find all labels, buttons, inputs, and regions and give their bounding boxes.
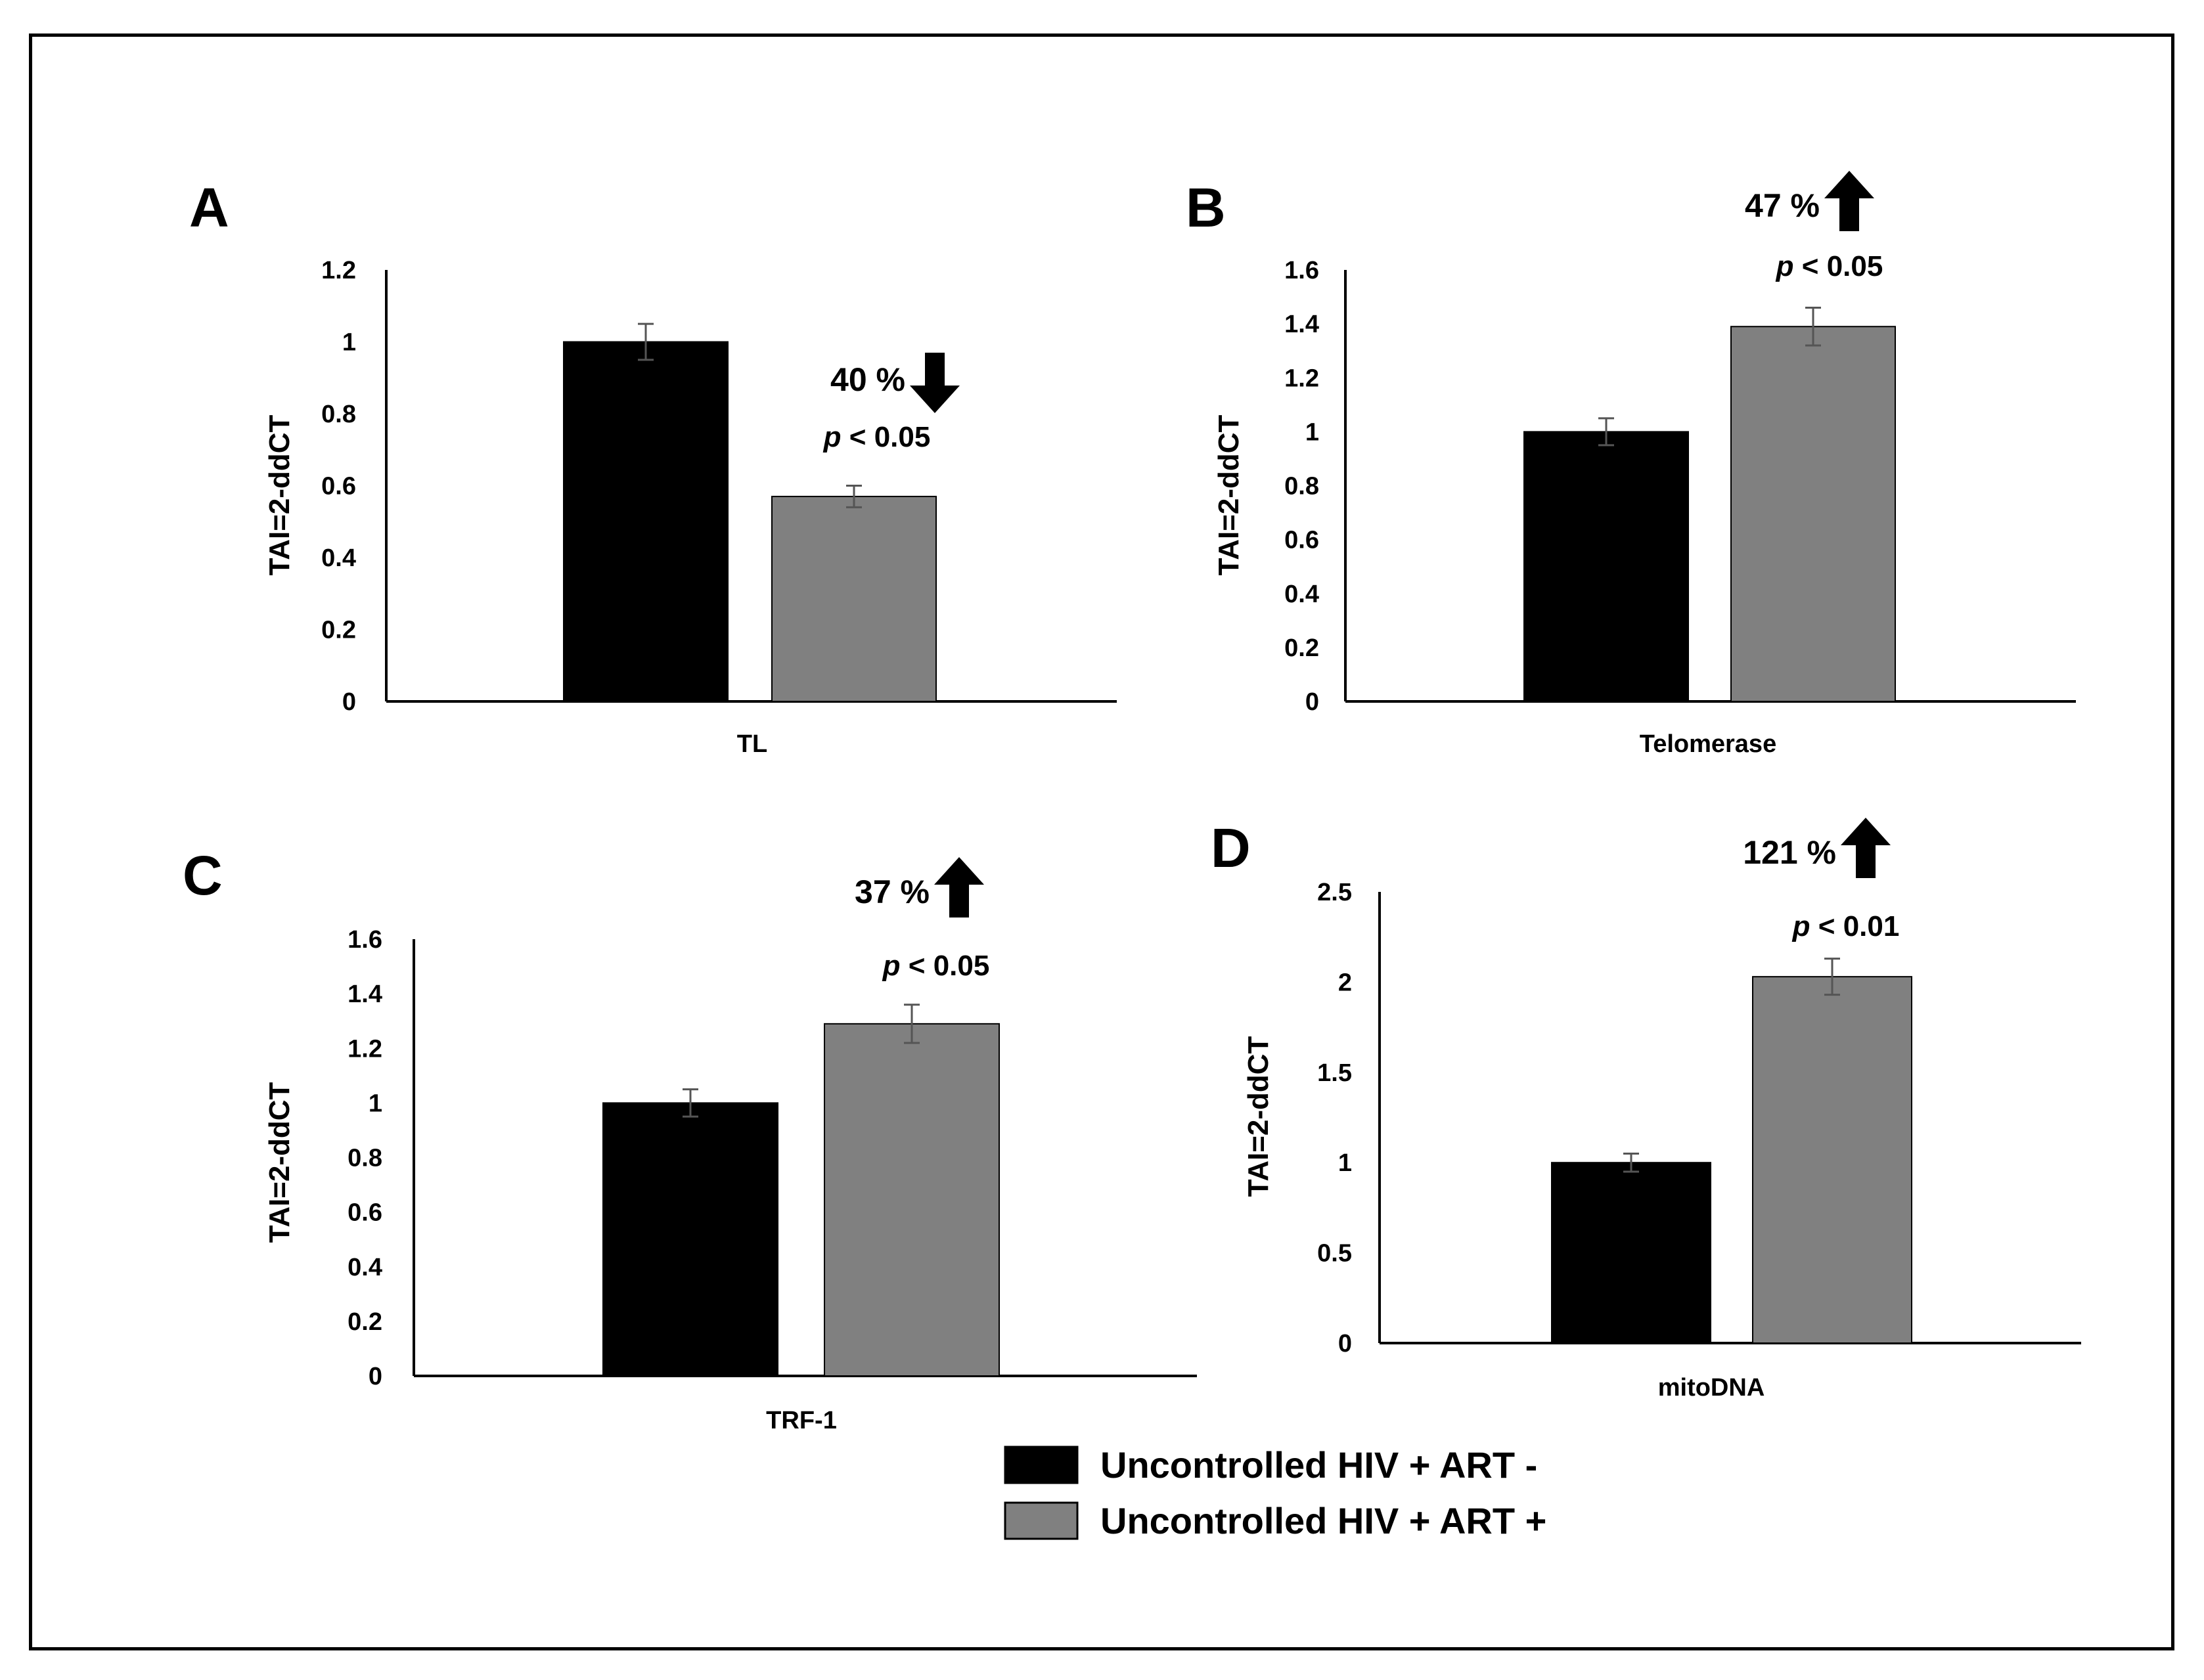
- legend-swatch: [1004, 1501, 1079, 1540]
- legend-label: Uncontrolled HIV + ART +: [1100, 1500, 1546, 1541]
- panel-c: C 0 0.2 0.4 0.6 0.8 1 1.2 1.4 1.6 TRF-1 TAI=2-ddCT 3…: [183, 845, 1197, 1434]
- percent-change: 37 %: [855, 873, 930, 910]
- y-tick-label: 0.2: [1284, 634, 1319, 662]
- y-tick-label: 0.4: [1284, 581, 1319, 608]
- bar: [1752, 976, 1912, 1344]
- y-tick-label: 2: [1338, 969, 1352, 996]
- y-tick-label: 1.4: [1284, 311, 1319, 338]
- figure-border: [29, 33, 2174, 1650]
- y-tick-label: 0.6: [348, 1199, 382, 1227]
- panel-label: A: [189, 177, 229, 238]
- y-tick-label: 0.2: [348, 1308, 382, 1336]
- bar: [771, 495, 937, 702]
- y-tick-label: 1: [1338, 1149, 1352, 1177]
- y-tick-label: 1.2: [348, 1035, 382, 1063]
- bar: [824, 1023, 1000, 1377]
- p-value: p < 0.01: [1792, 910, 1900, 942]
- y-axis-label: TAI=2-ddCT: [1242, 1036, 1274, 1197]
- panel-a: A 0 0.2 0.4 0.6 0.8 1 1.2 TL TAI=2-ddCT 40 % p < 0.…: [189, 177, 1117, 758]
- y-tick-label: 0.6: [321, 473, 356, 500]
- y-tick-label: 1.4: [348, 981, 382, 1008]
- y-tick-label: 0.2: [321, 617, 356, 644]
- bar: [563, 341, 729, 702]
- p-value: p < 0.05: [823, 421, 931, 453]
- arrow-up-icon: [1824, 171, 1874, 231]
- y-axis-label: TAI=2-ddCT: [263, 414, 296, 575]
- panel-b: B 0 0.2 0.4 0.6 0.8 1 1.2 1.4 1.6 Telomerase TAI=2-…: [1186, 171, 2076, 758]
- x-axis-label: TRF-1: [766, 1407, 837, 1434]
- bar: [1730, 326, 1896, 702]
- arrow-up-icon: [1841, 818, 1891, 878]
- y-tick-label: 0: [1338, 1330, 1352, 1358]
- y-tick-label: 0.4: [321, 544, 356, 572]
- percent-change: 40 %: [830, 361, 905, 398]
- bar: [1551, 1162, 1711, 1344]
- p-value: p < 0.05: [1776, 250, 1883, 282]
- y-tick-label: 0.6: [1284, 527, 1319, 554]
- percent-change: 47 %: [1745, 187, 1820, 224]
- arrow-up-icon: [934, 857, 984, 917]
- y-tick-label: 1: [1305, 418, 1319, 446]
- y-tick-label: 1.6: [348, 926, 382, 954]
- panel-label: D: [1211, 817, 1251, 879]
- legend-swatch: [1004, 1446, 1079, 1484]
- y-tick-label: 1.2: [1284, 365, 1319, 392]
- y-tick-label: 2.5: [1317, 879, 1352, 906]
- y-tick-label: 0.4: [348, 1254, 382, 1281]
- panel-label: C: [183, 845, 223, 906]
- y-tick-label: 1.6: [1284, 257, 1319, 284]
- x-axis-label: Telomerase: [1640, 730, 1776, 758]
- y-tick-label: 0.5: [1317, 1240, 1352, 1268]
- y-tick-label: 0: [342, 688, 356, 716]
- y-tick-label: 1: [369, 1090, 382, 1117]
- y-tick-label: 0.8: [1284, 473, 1319, 500]
- legend-label: Uncontrolled HIV + ART -: [1100, 1444, 1537, 1486]
- bar: [1523, 431, 1689, 702]
- x-axis-label: TL: [737, 730, 767, 758]
- y-tick-label: 0: [1305, 688, 1319, 716]
- y-axis-label: TAI=2-ddCT: [263, 1082, 296, 1243]
- y-tick-label: 1.2: [321, 257, 356, 284]
- p-value: p < 0.05: [882, 950, 990, 982]
- y-tick-label: 1.5: [1317, 1059, 1352, 1087]
- bar: [602, 1102, 778, 1377]
- y-tick-label: 0.8: [348, 1145, 382, 1172]
- percent-change: 121 %: [1743, 834, 1836, 871]
- legend: Uncontrolled HIV + ART - Uncontrolled HIV…: [1004, 1444, 1546, 1541]
- y-axis-label: TAI=2-ddCT: [1213, 414, 1245, 575]
- arrow-down-icon: [910, 353, 960, 413]
- panel-d: D 0 0.5 1 1.5 2 2.5 mitoDNA TAI=2-ddCT 121 % p < 0…: [1211, 817, 2081, 1402]
- x-axis-label: mitoDNA: [1658, 1374, 1765, 1402]
- y-tick-label: 0: [369, 1363, 382, 1390]
- y-tick-label: 1: [342, 329, 356, 357]
- y-tick-label: 0.8: [321, 401, 356, 428]
- panel-label: B: [1186, 177, 1226, 238]
